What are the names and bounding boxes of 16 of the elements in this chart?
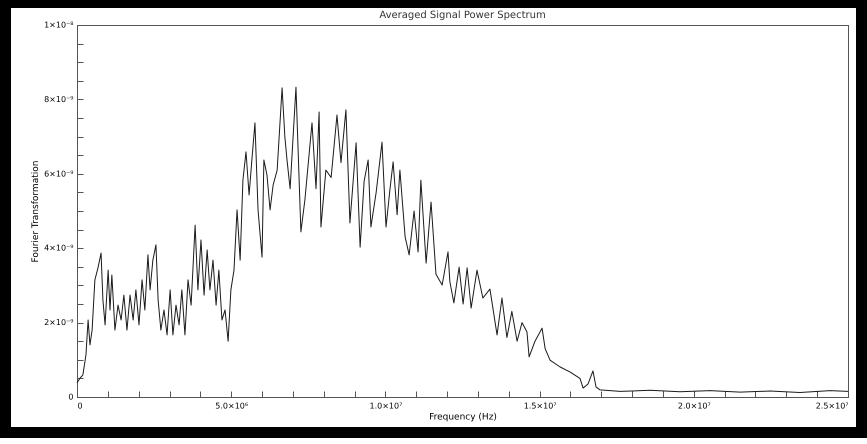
y-axis-title: Fourier Transformation (31, 160, 42, 262)
x-tick-label: 1.5×10⁷ (524, 402, 557, 410)
x-tick-label: 2.5×10⁷ (816, 402, 848, 410)
y-tick-label: 6×10⁻⁹ (44, 169, 74, 178)
y-tick-label: 1×10⁻⁸ (44, 20, 74, 30)
x-tick-label: 5.0×10⁶ (215, 402, 248, 410)
x-tick-label: 0 (78, 402, 83, 410)
y-tick-label: 0 (68, 392, 74, 402)
x-tick-label: 1.0×10⁷ (369, 402, 402, 410)
x-axis-title: Frequency (Hz) (429, 412, 497, 422)
y-tick-label: 2×10⁻⁹ (44, 318, 74, 328)
line-series (76, 86, 848, 394)
x-tick-label: 2.0×10⁷ (678, 402, 711, 410)
y-tick-label: 8×10⁻⁹ (44, 94, 74, 104)
chart-title: Averaged Signal Power Spectrum (379, 10, 546, 21)
y-tick-label: 4×10⁻⁹ (44, 244, 74, 253)
